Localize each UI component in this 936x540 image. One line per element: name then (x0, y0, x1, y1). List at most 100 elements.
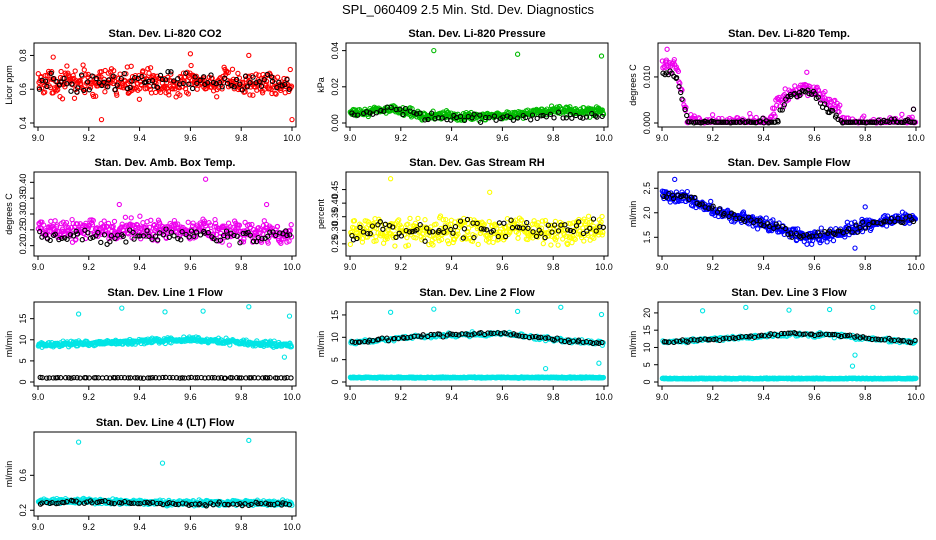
data-point (288, 222, 294, 228)
outlier-point (804, 69, 810, 75)
data-point (754, 226, 761, 232)
y-axis-label: ml/min (316, 331, 326, 358)
data-point (438, 236, 445, 243)
data-point (201, 74, 207, 80)
data-point (247, 92, 253, 98)
data-point (123, 239, 129, 245)
data-point (577, 114, 583, 120)
data-point (82, 227, 88, 233)
data-point (139, 82, 145, 88)
points-layer (347, 304, 607, 381)
data-point (132, 375, 138, 381)
outlier-point (672, 176, 678, 183)
data-point (265, 240, 271, 246)
data-point (215, 375, 221, 381)
data-point (819, 237, 825, 244)
panel-title: Stan. Dev. Sample Flow (728, 157, 851, 169)
series-secondary (660, 68, 918, 126)
data-point (59, 235, 65, 242)
data-point (797, 92, 803, 99)
y-tick-label: 5 (18, 358, 28, 363)
data-point (39, 77, 45, 83)
data-point (118, 374, 124, 381)
plot-frame (33, 301, 297, 387)
data-point (247, 80, 253, 86)
data-point (147, 375, 153, 381)
data-point (444, 238, 451, 244)
data-point (63, 220, 70, 226)
data-point (154, 224, 160, 230)
data-point (111, 218, 118, 225)
data-point (490, 239, 496, 246)
points-layer (659, 46, 919, 126)
data-point (899, 111, 905, 118)
y-tick-label: 0.00 (330, 114, 340, 132)
data-point (663, 194, 670, 200)
data-point (434, 232, 441, 238)
data-point (352, 339, 358, 345)
data-point (419, 117, 425, 123)
data-point (547, 111, 554, 117)
data-point (670, 195, 677, 202)
data-point (567, 221, 574, 227)
data-point (243, 375, 249, 381)
x-tick-label: 9.8 (547, 392, 560, 402)
data-point (235, 225, 241, 231)
data-point (246, 221, 252, 228)
data-point (892, 218, 898, 225)
data-point (165, 69, 171, 75)
data-point (79, 237, 85, 243)
outlier-point (542, 365, 549, 372)
data-point (277, 230, 283, 236)
data-point (102, 89, 108, 95)
x-tick-label: 9.4 (757, 262, 770, 272)
data-point (112, 375, 118, 381)
data-point (286, 86, 292, 92)
data-point (398, 233, 405, 239)
data-point (457, 113, 464, 120)
data-point (835, 228, 842, 234)
data-point (861, 113, 867, 119)
data-point (779, 107, 785, 113)
series-primary (35, 304, 295, 360)
data-point (804, 241, 810, 247)
data-point (152, 375, 159, 381)
data-point (163, 235, 169, 241)
data-point (818, 225, 824, 231)
outlier-point (289, 116, 295, 123)
data-point (464, 216, 471, 223)
y-tick-label: 10 (18, 335, 28, 345)
data-point (140, 220, 146, 226)
data-point (721, 210, 727, 217)
data-point (248, 375, 254, 381)
data-point (772, 113, 778, 119)
data-point (913, 375, 919, 381)
data-point (569, 115, 575, 121)
x-tick-label: 9.4 (133, 133, 146, 143)
data-point (594, 114, 600, 120)
data-point (155, 237, 161, 243)
data-point (93, 375, 99, 381)
data-point (860, 119, 867, 125)
data-point (107, 375, 113, 381)
outlier-point (849, 363, 856, 369)
data-point (50, 76, 57, 82)
data-point (475, 241, 481, 248)
outlier-point (75, 311, 82, 317)
data-point (120, 233, 126, 240)
data-point (593, 340, 600, 346)
outlier-point (246, 52, 252, 59)
data-point (273, 91, 279, 97)
data-point (510, 117, 517, 123)
data-point (90, 93, 97, 100)
data-point (157, 72, 164, 79)
data-point (241, 236, 247, 242)
data-point (555, 109, 562, 115)
data-point (250, 238, 257, 244)
data-point (567, 104, 573, 110)
panel-title: Stan. Dev. Line 3 Flow (731, 287, 847, 299)
data-point (128, 63, 134, 69)
